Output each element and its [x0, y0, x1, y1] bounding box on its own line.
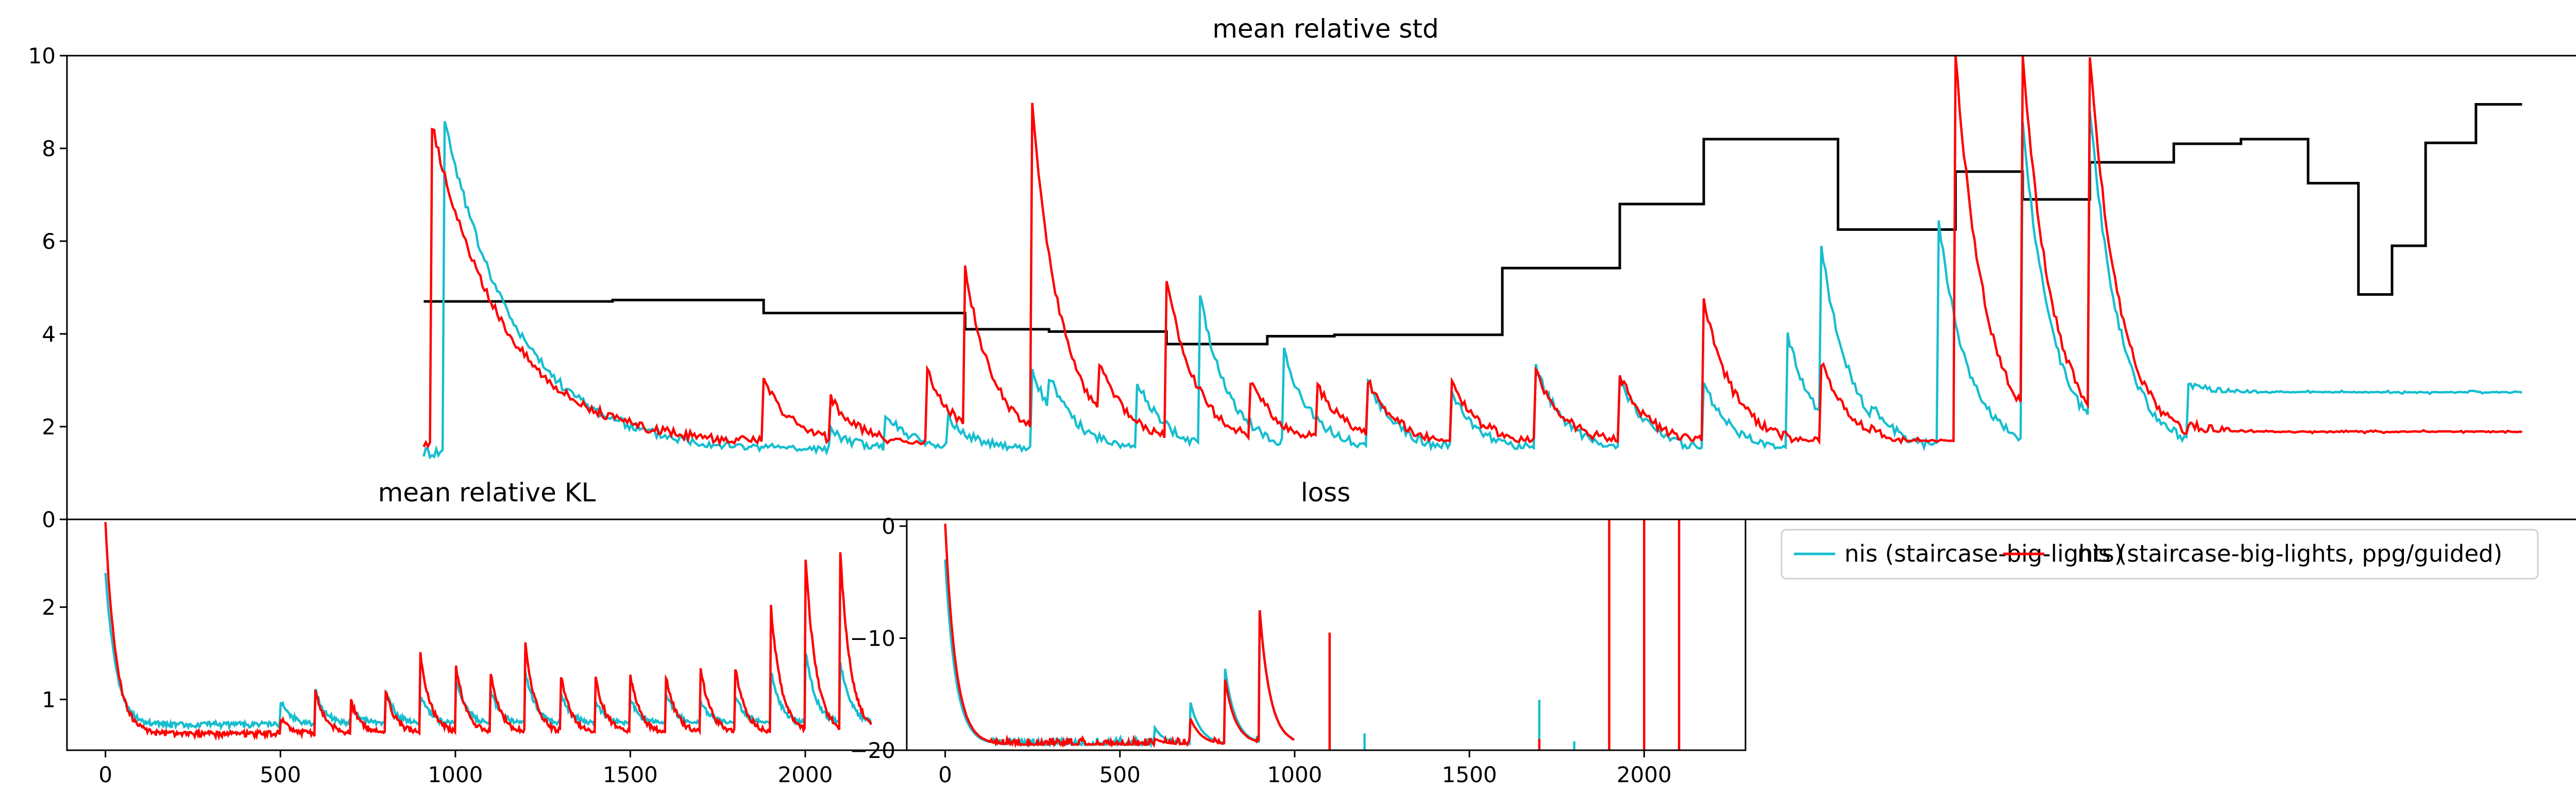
std-title: mean relative std: [1212, 14, 1439, 44]
loss-x-tick-label: 1000: [1267, 762, 1323, 787]
loss-series-line: [944, 559, 1295, 749]
std-y-tick-label: 0: [42, 507, 56, 532]
std-y-tick-label: 2: [42, 414, 56, 440]
std-y-tick-label: 6: [42, 229, 56, 254]
loss-y-tick-label: −20: [850, 738, 895, 763]
loss-series-line: [944, 524, 1295, 748]
kl-axes-frame: [66, 518, 908, 751]
kl-x-tick-label: 0: [98, 762, 112, 787]
kl-x-tick-label: 500: [260, 762, 301, 787]
loss-axes-frame: [906, 518, 1747, 751]
loss-x-tick-label: 0: [938, 762, 952, 787]
loss-y-tick-label: 0: [882, 514, 895, 539]
loss-plot-lines: [944, 519, 1681, 750]
std-y-axis: 0 2 4 6 8 10: [28, 43, 67, 532]
std-y-tick-label: 4: [42, 322, 56, 347]
panel-mean-relative-kl: mean relative KL 0 500 1000 1500 2000 1 2: [42, 478, 908, 787]
loss-title: loss: [1301, 478, 1351, 508]
loss-y-tick-label: −10: [850, 626, 895, 651]
legend: nis (staircase-big-lights) nis (staircas…: [1781, 529, 2539, 580]
kl-series-line: [104, 521, 872, 741]
legend-label-ppg-guided: nis (staircase-big-lights, ppg/guided): [2077, 540, 2502, 567]
legend-box: [1781, 529, 2539, 580]
kl-axes-ticks: 0 500 1000 1500 2000 1 2: [42, 595, 833, 787]
std-y-tick-label: 8: [42, 136, 56, 161]
kl-plot-lines: [104, 521, 872, 741]
panel-loss: loss 0 500 1000 1500 2000 0 −10 −20: [850, 478, 1747, 787]
panel-mean-relative-std: mean relative std 0 2 4 6 8 10: [28, 14, 2576, 532]
kl-x-tick-label: 1000: [428, 762, 483, 787]
loss-x-tick-label: 2000: [1617, 762, 1672, 787]
loss-x-tick-label: 500: [1099, 762, 1141, 787]
std-series-line: [422, 55, 2522, 449]
kl-title: mean relative KL: [378, 478, 596, 508]
std-y-tick-label: 10: [28, 43, 56, 69]
std-series-line: [423, 103, 2522, 346]
loss-axes-ticks: 0 500 1000 1500 2000 0 −10 −20: [850, 514, 1671, 787]
kl-x-tick-label: 1500: [603, 762, 658, 787]
legend-label-nis: nis (staircase-big-lights): [1844, 540, 2123, 567]
kl-series-line: [104, 572, 872, 732]
std-series-line: [422, 111, 2523, 460]
loss-x-tick-label: 1500: [1442, 762, 1497, 787]
std-plot-lines: [422, 55, 2523, 460]
kl-x-tick-label: 2000: [778, 762, 833, 787]
kl-y-tick-label: 1: [42, 687, 56, 712]
kl-y-tick-label: 2: [42, 595, 56, 620]
